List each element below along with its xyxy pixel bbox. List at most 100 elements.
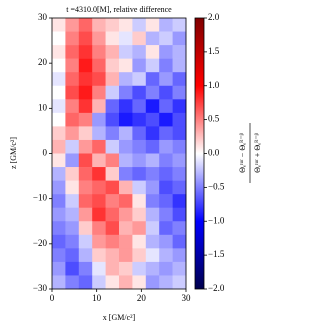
x-tick-label: 20 xyxy=(137,293,147,303)
heatmap-cell xyxy=(119,180,133,195)
heatmap-cell xyxy=(172,126,187,141)
heatmap-cell xyxy=(119,275,133,290)
colorbar-tick-label: −2.0 xyxy=(208,283,225,293)
heatmap-cell xyxy=(172,85,187,100)
heatmap-cell xyxy=(132,72,147,87)
heatmap-cell xyxy=(52,194,66,208)
colorbar-tick-label: 0.5 xyxy=(208,114,220,124)
heatmap-cell xyxy=(52,207,66,222)
heatmap-cell xyxy=(145,139,160,154)
heatmap-cell xyxy=(132,85,147,100)
heatmap-cell xyxy=(65,85,80,100)
heatmap-cell xyxy=(145,248,160,263)
heatmap-cell xyxy=(159,45,173,59)
y-axis-label: z [GM/c²] xyxy=(9,137,18,169)
heatmap-cell xyxy=(65,58,80,73)
heatmap-cell xyxy=(78,221,93,236)
heatmap-cell xyxy=(92,194,106,208)
y-tick-label: 0 xyxy=(43,148,48,158)
heatmap-cell xyxy=(78,275,93,290)
heatmap-cell xyxy=(119,18,133,32)
heatmap-cell xyxy=(92,99,106,114)
heatmap-cell xyxy=(105,248,120,263)
heatmap-cell xyxy=(132,275,147,290)
heatmap-cell xyxy=(119,139,133,154)
colorbar-tick-label: −1.0 xyxy=(208,215,225,225)
heatmap-cell xyxy=(92,139,106,154)
heatmap-cell xyxy=(159,139,173,154)
heatmap-cell xyxy=(52,85,66,100)
heatmap-cell xyxy=(52,58,66,73)
heatmap-cell xyxy=(159,234,173,249)
heatmap-cell xyxy=(172,139,187,154)
x-tick-label: 0 xyxy=(50,293,55,303)
heatmap-cell xyxy=(105,194,120,208)
heatmap-cell xyxy=(145,207,160,222)
heatmap-cell xyxy=(65,72,80,87)
heatmap-cell xyxy=(92,58,106,73)
heatmap-cell xyxy=(119,234,133,249)
heatmap-cell xyxy=(78,112,93,127)
heatmap-cell xyxy=(52,72,66,87)
heatmap-cell xyxy=(132,139,147,154)
heatmap-cell xyxy=(105,85,120,100)
heatmap-cell xyxy=(119,126,133,141)
heatmap-cell xyxy=(132,45,147,59)
heatmap-cell xyxy=(172,153,187,168)
heatmap-cell xyxy=(78,139,93,154)
heatmap-cell xyxy=(52,153,66,168)
heatmap-cell xyxy=(159,72,173,87)
heatmap-cell xyxy=(52,275,66,290)
heatmap-cell xyxy=(78,261,93,276)
heatmap-cell xyxy=(145,221,160,236)
heatmap-cell xyxy=(105,153,120,168)
heatmap-cell xyxy=(92,180,106,195)
heatmap-cell xyxy=(92,248,106,263)
heatmap-cell xyxy=(172,221,187,236)
heatmap-cell xyxy=(145,45,160,59)
heatmap-cell xyxy=(52,139,66,154)
heatmap-cell xyxy=(52,234,66,249)
heatmap-cell xyxy=(145,85,160,100)
heatmap-cell xyxy=(65,261,80,276)
heatmap-cell xyxy=(92,167,106,181)
heatmap-cell xyxy=(105,221,120,236)
heatmap-cell xyxy=(159,261,173,276)
heatmap-cell xyxy=(132,58,147,73)
heatmap-cell xyxy=(159,167,173,181)
heatmap-cell xyxy=(52,18,66,32)
heatmap-cell xyxy=(105,275,120,290)
heatmap-cell xyxy=(65,194,80,208)
heatmap-cell xyxy=(65,45,80,59)
heatmap-cell xyxy=(132,221,147,236)
y-tick-label: −30 xyxy=(33,283,48,293)
heatmap-cell xyxy=(105,112,120,127)
heatmap-cell xyxy=(159,85,173,100)
heatmap-cell xyxy=(92,275,106,290)
heatmap-cell xyxy=(119,261,133,276)
heatmap-cell xyxy=(92,153,106,168)
heatmap-cell xyxy=(65,221,80,236)
heatmap-cell xyxy=(105,18,120,32)
heatmap-cell xyxy=(172,207,187,222)
heatmap-cell xyxy=(159,180,173,195)
heatmap-cell xyxy=(119,45,133,59)
heatmap-cell xyxy=(159,58,173,73)
heatmap-cell xyxy=(172,112,187,127)
heatmap-cell xyxy=(145,153,160,168)
heatmap-cell xyxy=(92,18,106,32)
heatmap-cell xyxy=(132,261,147,276)
heatmap-cell xyxy=(92,31,106,46)
heatmap-cell xyxy=(92,112,106,127)
heatmap-cell xyxy=(132,18,147,32)
heatmap-cell xyxy=(119,72,133,87)
y-tick-label: −20 xyxy=(33,238,48,248)
heatmap-cell xyxy=(105,126,120,141)
heatmap-cell xyxy=(78,180,93,195)
heatmap-cell xyxy=(105,234,120,249)
heatmap-cell xyxy=(172,72,187,87)
heatmap-cell xyxy=(78,58,93,73)
heatmap-cell xyxy=(172,261,187,276)
heatmap-cell xyxy=(78,153,93,168)
heatmap-cell xyxy=(119,58,133,73)
